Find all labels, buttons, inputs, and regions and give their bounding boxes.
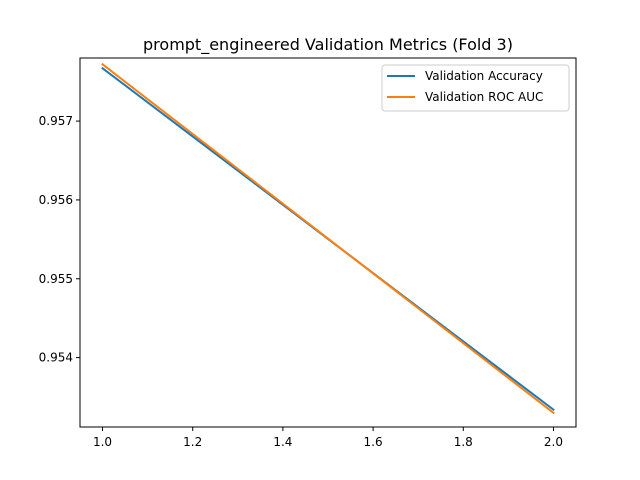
x-tick-label: 1.2	[183, 435, 202, 449]
legend-label-1: Validation ROC AUC	[425, 90, 543, 104]
x-axis: 1.0 1.2 1.4 1.6 1.8 2.0	[93, 427, 563, 449]
x-tick-label: 1.8	[454, 435, 473, 449]
x-tick-label: 1.0	[93, 435, 112, 449]
chart-title: prompt_engineered Validation Metrics (Fo…	[143, 35, 513, 55]
x-tick-label: 1.6	[364, 435, 383, 449]
series-line-1	[101, 62, 555, 415]
y-tick-label: 0.957	[39, 114, 73, 128]
series-layer	[101, 62, 555, 415]
legend: Validation Accuracy Validation ROC AUC	[381, 64, 570, 112]
y-axis: 0.954 0.955 0.956 0.957	[39, 114, 80, 365]
y-tick-label: 0.956	[39, 193, 73, 207]
plot-frame	[79, 57, 577, 428]
y-tick-label: 0.955	[39, 272, 73, 286]
legend-label-0: Validation Accuracy	[425, 69, 543, 83]
x-tick-label: 1.4	[273, 435, 292, 449]
y-tick-label: 0.954	[39, 351, 73, 365]
x-tick-label: 2.0	[544, 435, 563, 449]
legend-box	[381, 64, 570, 112]
